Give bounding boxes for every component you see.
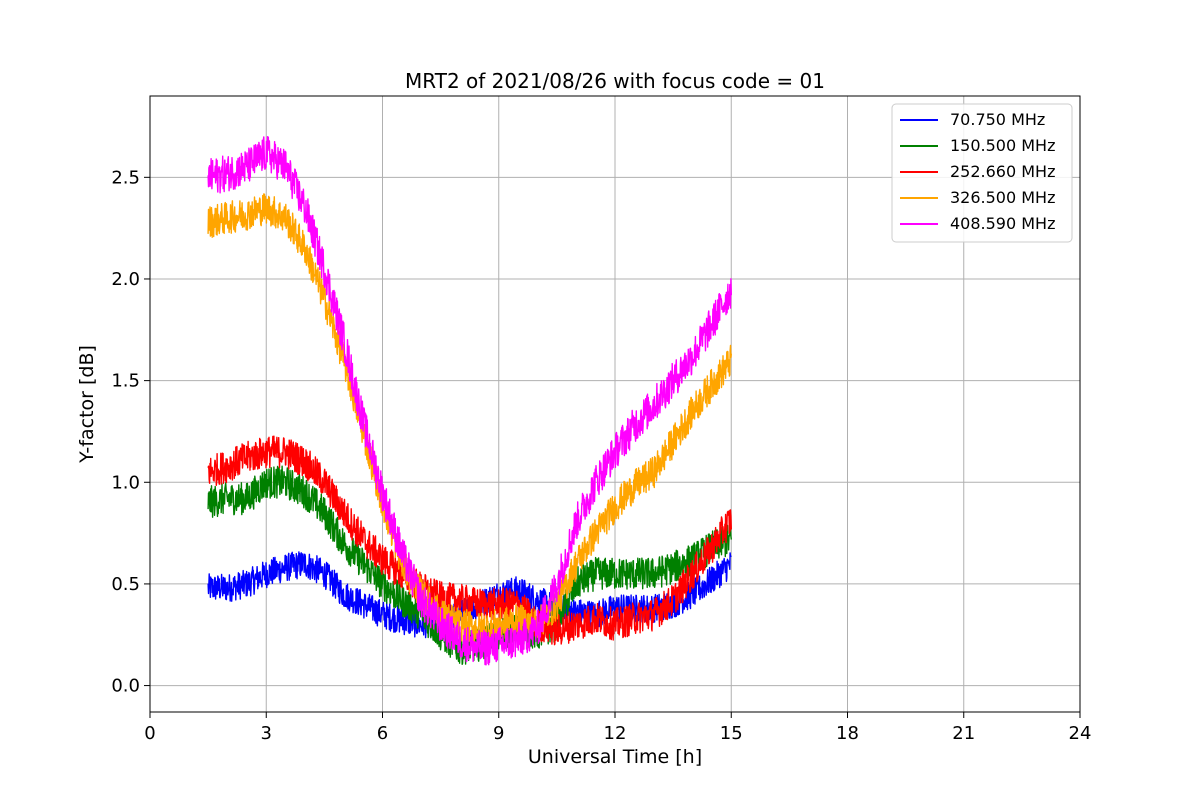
x-tick-label: 21 [952, 723, 975, 744]
legend: 70.750 MHz 150.500 MHz 252.660 MHz 326.500 … [891, 103, 1073, 243]
x-tick-label: 24 [1069, 723, 1092, 744]
legend-label: 252.660 MHz [950, 162, 1055, 181]
x-tick-label: 6 [377, 723, 388, 744]
x-tick-label: 9 [493, 723, 504, 744]
y-tick-label: 1.0 [111, 472, 140, 493]
legend-label: 408.590 MHz [950, 214, 1055, 233]
legend-label: 70.750 MHz [950, 110, 1045, 129]
y-tick-label: 0.0 [111, 676, 140, 697]
y-axis-title: Y-factor [dB] [76, 345, 98, 464]
x-tick-label: 3 [261, 723, 272, 744]
x-tick-label: 0 [144, 723, 155, 744]
y-tick-label: 2.5 [111, 167, 140, 188]
x-tick-label: 12 [604, 723, 627, 744]
x-tick-label: 18 [836, 723, 859, 744]
x-axis-title: Universal Time [h] [528, 746, 702, 768]
y-ticks: 0.0 0.5 1.0 1.5 2.0 2.5 [111, 167, 150, 697]
y-tick-label: 0.5 [111, 574, 140, 595]
y-tick-label: 1.5 [111, 371, 140, 392]
legend-label: 326.500 MHz [950, 188, 1055, 207]
x-ticks: 0 3 6 9 12 15 18 21 24 [144, 712, 1091, 744]
legend-label: 150.500 MHz [950, 136, 1055, 155]
x-tick-label: 15 [720, 723, 743, 744]
series-group [207, 135, 732, 666]
series-line-5 [207, 135, 732, 666]
chart-title: MRT2 of 2021/08/26 with focus code = 01 [405, 69, 825, 93]
legend-box [891, 103, 1073, 243]
series-line-4 [207, 193, 732, 644]
y-tick-label: 2.0 [111, 269, 140, 290]
